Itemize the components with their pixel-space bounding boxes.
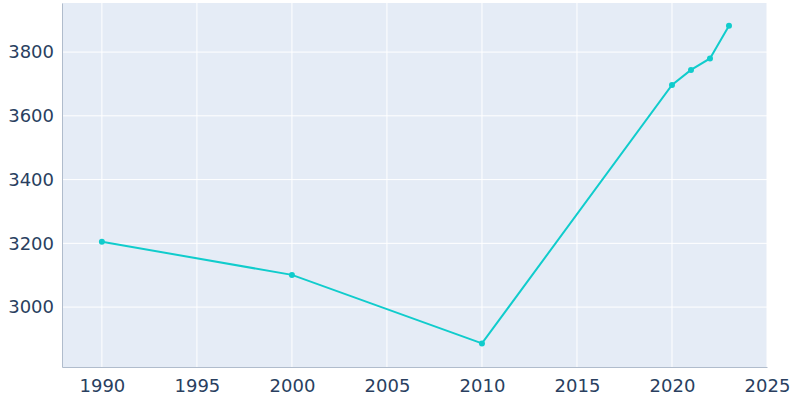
x-tick-label: 2025 <box>745 375 791 396</box>
series <box>99 23 732 347</box>
x-tick: 2005 <box>365 367 411 396</box>
grid <box>62 3 767 367</box>
x-tick-label: 1990 <box>79 375 125 396</box>
x-tick: 2010 <box>460 367 506 396</box>
y-tick-label: 3000 <box>8 296 54 317</box>
chart: 1990 1995 2000 2005 2010 2015 2020 2025 3000 3200… <box>0 0 800 400</box>
y-tick: 3000 <box>8 296 62 317</box>
line <box>102 26 729 344</box>
y-grid-line <box>62 115 767 116</box>
x-tick-label: 1995 <box>175 375 221 396</box>
x-grid-line <box>767 3 768 367</box>
x-grid-line <box>101 3 102 367</box>
x-grid-line <box>386 3 387 367</box>
point <box>669 82 675 88</box>
point <box>99 239 105 245</box>
x-tick: 2015 <box>555 367 601 396</box>
x-grid-line <box>671 3 672 367</box>
x-tick-label: 2005 <box>365 375 411 396</box>
y-grid-line <box>62 243 767 244</box>
x-tick: 2020 <box>650 367 696 396</box>
x-grid-line <box>291 3 292 367</box>
point <box>707 55 713 61</box>
x-tick-label: 2000 <box>270 375 316 396</box>
x-grid-line <box>196 3 197 367</box>
plot-background <box>62 3 767 367</box>
x-tick: 1995 <box>175 367 221 396</box>
y-tick-label: 3200 <box>8 233 54 254</box>
x-tick-label: 2010 <box>460 375 506 396</box>
x-tick: 2000 <box>270 367 316 396</box>
x-grid-line <box>576 3 577 367</box>
y-axis-line <box>62 4 63 368</box>
x-axis: 1990 1995 2000 2005 2010 2015 2020 2025 <box>63 367 791 396</box>
y-axis: 3000 3200 3400 3600 3800 <box>8 4 62 368</box>
point <box>688 67 694 73</box>
x-axis-line <box>63 367 768 368</box>
point <box>726 23 732 29</box>
y-tick: 3800 <box>8 41 62 62</box>
point <box>289 272 295 278</box>
point <box>479 340 485 346</box>
y-tick-label: 3400 <box>8 169 54 190</box>
y-tick: 3400 <box>8 169 62 190</box>
x-tick-label: 2020 <box>650 375 696 396</box>
x-tick: 1990 <box>79 367 125 396</box>
y-grid-line <box>62 179 767 180</box>
y-tick-label: 3600 <box>8 105 54 126</box>
x-tick: 2025 <box>745 367 791 396</box>
y-tick-label: 3800 <box>8 41 54 62</box>
plot: 1990 1995 2000 2005 2010 2015 2020 2025 3000 3200… <box>8 3 790 396</box>
y-grid-line <box>62 52 767 53</box>
x-tick-label: 2015 <box>555 375 601 396</box>
y-tick: 3200 <box>8 233 62 254</box>
y-grid-line <box>62 307 767 308</box>
x-grid-line <box>481 3 482 367</box>
y-tick: 3600 <box>8 105 62 126</box>
